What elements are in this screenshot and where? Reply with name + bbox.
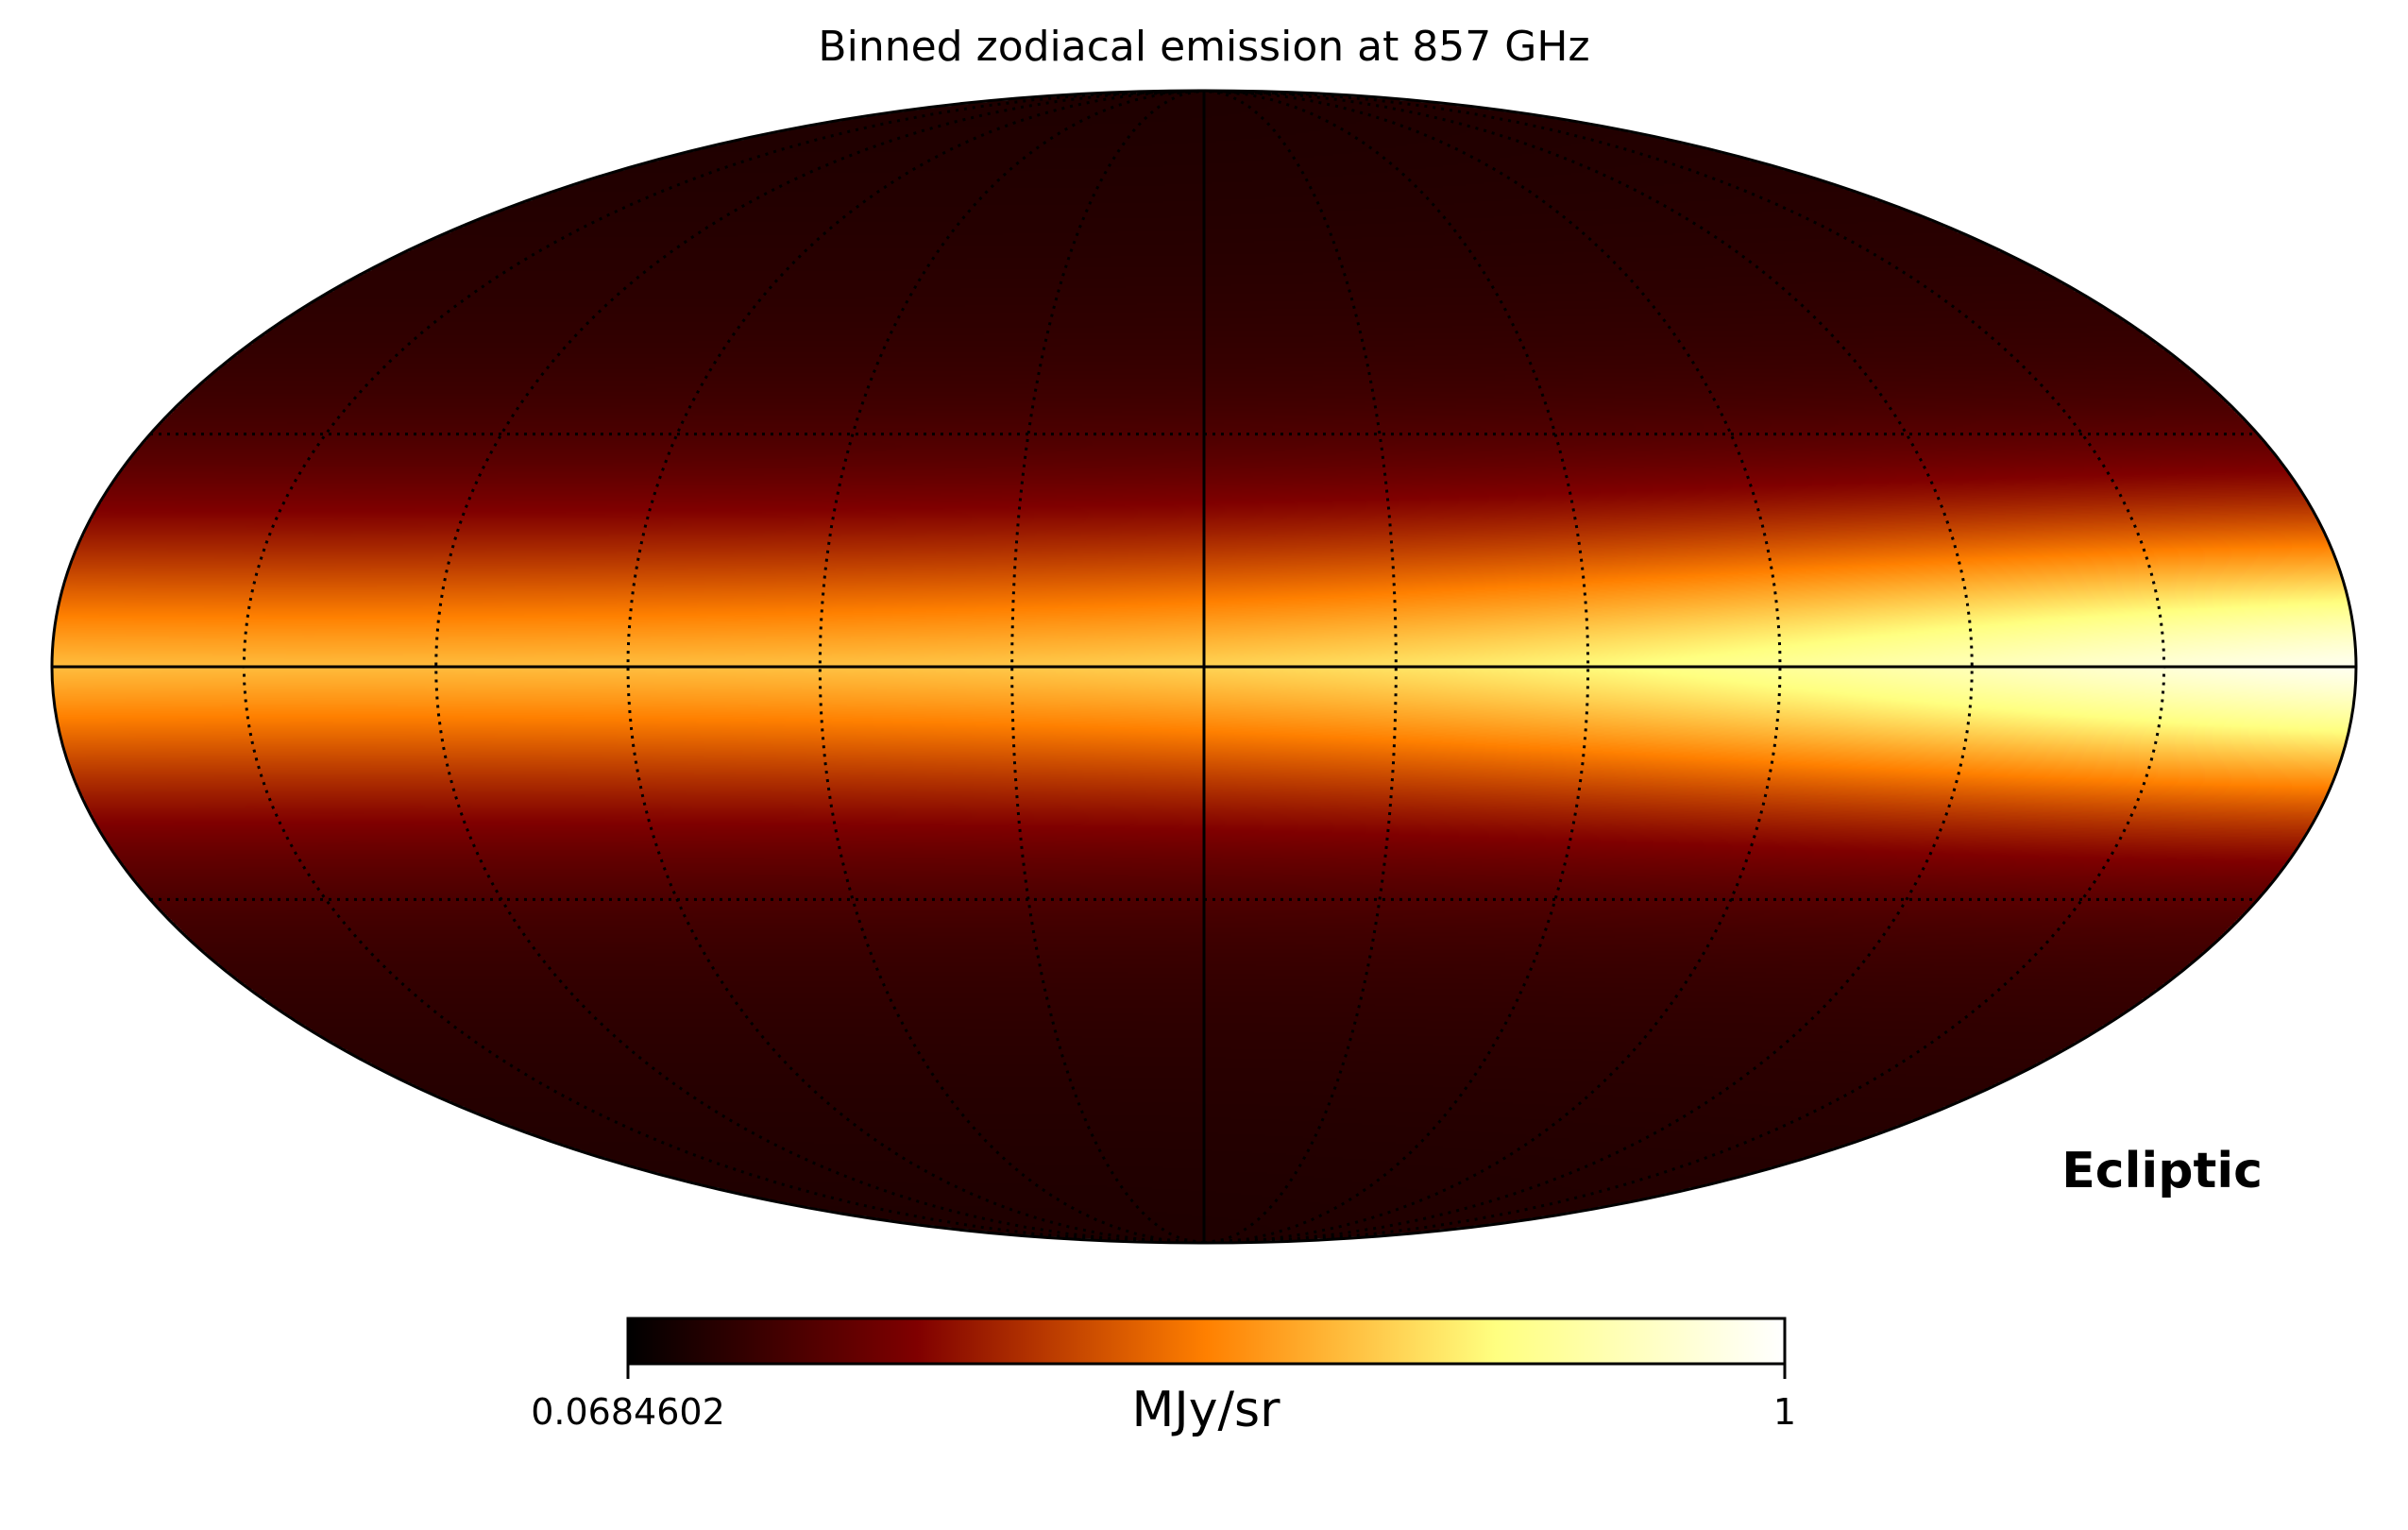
map-outline [50, 89, 2358, 1245]
graticule-meridian [1010, 91, 1205, 1243]
coordinate-system-label: Ecliptic [2061, 1143, 2263, 1199]
graticule-meridian [1203, 91, 1974, 1243]
graticule-meridian [434, 91, 1205, 1243]
colorbar-unit-label: MJy/sr [1132, 1382, 1281, 1438]
graticule-meridian [1203, 91, 1782, 1243]
graticule-meridian [1203, 91, 1398, 1243]
chart-title: Binned zodiacal emission at 857 GHz [818, 23, 1589, 71]
colorbar [626, 1317, 1787, 1366]
graticule-meridian [626, 91, 1205, 1243]
colorbar-min-label: 0.0684602 [531, 1391, 725, 1433]
colorbar-max-label: 1 [1773, 1391, 1796, 1433]
